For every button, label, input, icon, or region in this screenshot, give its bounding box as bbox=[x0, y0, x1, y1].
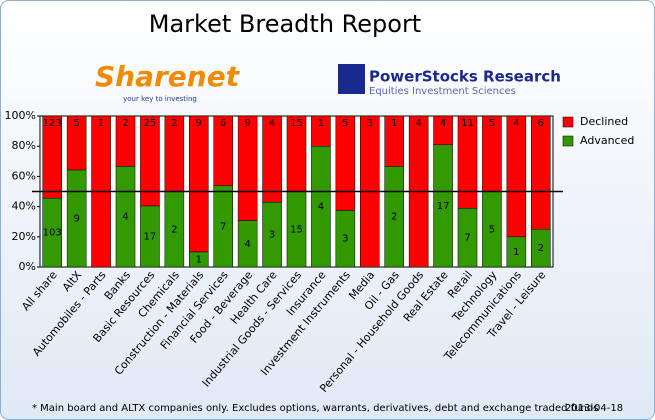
legend-swatch bbox=[562, 116, 574, 128]
bar-segment bbox=[311, 115, 331, 147]
value-label: 2 bbox=[122, 118, 128, 129]
bar-segment bbox=[66, 115, 87, 171]
logo-tagline: Equities Investment Sciences bbox=[369, 86, 516, 97]
bar-segment bbox=[189, 115, 209, 253]
value-label: 4 bbox=[318, 202, 324, 213]
value-label: 2 bbox=[538, 243, 544, 254]
value-label: 15 bbox=[290, 224, 303, 235]
y-tick-label: 40% bbox=[12, 200, 36, 213]
y-tick-label: 20% bbox=[12, 230, 36, 243]
value-label: 11 bbox=[461, 118, 474, 129]
bar-segment bbox=[42, 115, 62, 199]
value-label: 4 bbox=[415, 118, 421, 129]
bar-segment bbox=[237, 115, 258, 221]
footnote: * Main board and ALTX companies only. Ex… bbox=[32, 403, 598, 414]
value-label: 5 bbox=[73, 118, 79, 129]
value-label: 2 bbox=[171, 224, 177, 235]
value-label: 4 bbox=[244, 239, 250, 250]
logo-tagline: your key to investing bbox=[123, 95, 197, 103]
bar-segment bbox=[262, 115, 282, 203]
y-tick-label: 80% bbox=[12, 139, 36, 152]
value-label: 9 bbox=[73, 213, 79, 224]
bar-segment bbox=[506, 115, 527, 238]
bar-segment bbox=[115, 115, 136, 167]
value-label: 3 bbox=[342, 234, 348, 245]
value-label: 7 bbox=[464, 233, 470, 244]
value-label: 4 bbox=[122, 212, 128, 223]
y-tick-label: 60% bbox=[12, 169, 36, 182]
value-label: 25 bbox=[144, 118, 157, 129]
legend-label: Declined bbox=[580, 115, 628, 128]
value-label: 4 bbox=[269, 118, 275, 129]
value-label: 3 bbox=[367, 118, 373, 129]
chart-title: Market Breadth Report bbox=[149, 10, 421, 38]
value-label: 5 bbox=[489, 118, 495, 129]
value-label: 17 bbox=[144, 231, 157, 242]
date: 2013-04-18 bbox=[565, 403, 623, 414]
bar-segment bbox=[457, 115, 478, 209]
bar-segment bbox=[384, 115, 404, 167]
legend-label: Advanced bbox=[580, 134, 634, 147]
logo-name: PowerStocks Research bbox=[369, 68, 561, 86]
bar-segment bbox=[213, 115, 233, 186]
value-label: 1 bbox=[318, 118, 324, 129]
value-label: 6 bbox=[220, 118, 226, 129]
value-label: 9 bbox=[244, 118, 250, 129]
value-label: 123 bbox=[43, 118, 62, 129]
logo-name: Sharenet bbox=[95, 60, 241, 93]
bar-segment bbox=[433, 115, 453, 146]
value-label: 103 bbox=[43, 228, 62, 239]
value-label: 5 bbox=[342, 118, 348, 129]
value-label: 15 bbox=[290, 118, 303, 129]
value-label: 5 bbox=[489, 224, 495, 235]
value-label: 1 bbox=[196, 254, 202, 265]
value-label: 2 bbox=[391, 212, 397, 223]
value-label: 4 bbox=[440, 118, 446, 129]
bar-segment bbox=[531, 115, 551, 230]
value-label: 3 bbox=[269, 230, 275, 241]
bar-segment bbox=[140, 115, 160, 207]
y-tick-label: 100% bbox=[5, 109, 36, 122]
y-tick-label: 0% bbox=[19, 260, 36, 273]
value-label: 1 bbox=[513, 247, 519, 258]
value-label: 9 bbox=[196, 118, 202, 129]
value-label: 2 bbox=[171, 118, 177, 129]
value-label: 7 bbox=[220, 221, 226, 232]
legend-swatch bbox=[562, 135, 574, 147]
value-label: 4 bbox=[513, 118, 519, 129]
value-label: 17 bbox=[437, 201, 450, 212]
value-label: 1 bbox=[98, 118, 104, 129]
value-label: 1 bbox=[391, 118, 397, 129]
logo-icon bbox=[338, 64, 365, 94]
bar-segment bbox=[335, 115, 356, 211]
value-label: 6 bbox=[538, 118, 544, 129]
